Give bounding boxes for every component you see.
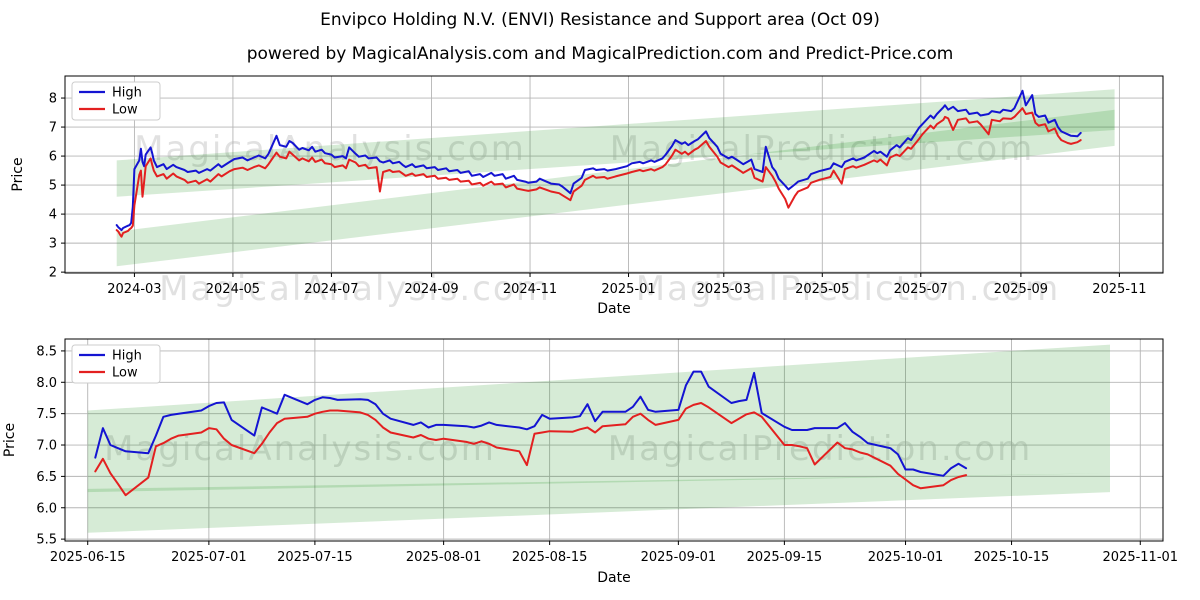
watermark-text: MagicalPrediction.com bbox=[610, 129, 1035, 169]
y-axis-label: Price bbox=[2, 423, 18, 457]
watermark-text: MagicalAnalysis.com bbox=[134, 129, 526, 169]
x-tick-label: 2025-09-01 bbox=[641, 550, 717, 565]
x-tick-label: 2025-06-15 bbox=[50, 550, 126, 565]
y-axis: 5.5 6.0 6.5 7.0 7.5 8.0 8.5 bbox=[36, 344, 65, 548]
bands bbox=[87, 344, 1110, 533]
x-axis: 2025-06-15 2025-07-01 2025-07-15 2025-08-01… bbox=[50, 541, 1178, 565]
y-tick-label: 6.0 bbox=[36, 501, 57, 516]
watermark-text: MagicalAnalysis.com bbox=[159, 269, 551, 309]
x-tick-label: 2025-08-15 bbox=[512, 550, 588, 565]
plot-border bbox=[64, 75, 1164, 274]
x-tick-label: 2024-11 bbox=[503, 282, 557, 297]
legend-high-label: High bbox=[112, 349, 142, 364]
top-chart: MagicalAnalysis.com MagicalPrediction.com… bbox=[10, 75, 1164, 317]
y-tick-label: 5 bbox=[49, 179, 57, 194]
y-tick-label: 6 bbox=[49, 150, 57, 165]
bottom-chart: MagicalAnalysis.com MagicalPrediction.com… bbox=[2, 338, 1178, 586]
legend: High Low bbox=[71, 344, 161, 384]
grid bbox=[65, 339, 1163, 541]
x-tick-label: 2024-07 bbox=[304, 282, 358, 297]
x-tick-label: 2025-07 bbox=[894, 282, 948, 297]
watermark-text: MagicalAnalysis.com bbox=[104, 429, 496, 469]
low-line bbox=[115, 107, 1082, 238]
x-tick-label: 2025-09 bbox=[994, 282, 1048, 297]
support-area-band bbox=[87, 473, 1110, 533]
x-tick-label: 2025-11 bbox=[1092, 282, 1146, 297]
y-tick-label: 8 bbox=[49, 92, 57, 107]
x-tick-label: 2025-10-01 bbox=[868, 550, 944, 565]
x-tick-label: 2025-07-01 bbox=[171, 550, 247, 565]
x-tick-label: 2025-09-15 bbox=[747, 550, 823, 565]
x-tick-label: 2024-05 bbox=[206, 282, 260, 297]
legend-low-label: Low bbox=[112, 103, 138, 118]
resistance-area-band bbox=[87, 344, 1110, 493]
high-line bbox=[94, 370, 968, 477]
x-tick-label: 2024-03 bbox=[107, 282, 161, 297]
support-area-band bbox=[116, 109, 1115, 267]
chart-subtitle: powered by MagicalAnalysis.com and Magic… bbox=[246, 44, 954, 64]
y-tick-label: 8.0 bbox=[36, 376, 57, 391]
x-tick-label: 2025-10-15 bbox=[974, 550, 1050, 565]
y-tick-label: 4 bbox=[49, 208, 57, 223]
x-tick-label: 2025-08-01 bbox=[406, 550, 482, 565]
y-tick-label: 3 bbox=[49, 237, 57, 252]
y-tick-label: 7.5 bbox=[36, 407, 57, 422]
x-axis-label: Date bbox=[597, 570, 630, 586]
series bbox=[94, 370, 968, 497]
resistance-area-band bbox=[116, 89, 1115, 197]
x-tick-label: 2025-03 bbox=[697, 282, 751, 297]
x-axis-label: Date bbox=[597, 301, 630, 317]
legend-high-label: High bbox=[112, 86, 142, 101]
watermark-text: MagicalPrediction.com bbox=[636, 269, 1061, 309]
x-tick-label: 2025-11-01 bbox=[1103, 550, 1179, 565]
y-axis-label: Price bbox=[10, 157, 26, 191]
y-axis: 2 3 4 5 6 7 8 bbox=[49, 92, 65, 281]
y-tick-label: 2 bbox=[49, 266, 57, 281]
x-tick-label: 2025-01 bbox=[601, 282, 655, 297]
legend: High Low bbox=[71, 81, 161, 121]
x-axis: 2024-03 2024-05 2024-07 2024-09 2024-11 2025-… bbox=[107, 273, 1147, 297]
y-tick-label: 8.5 bbox=[36, 344, 57, 359]
y-tick-label: 7.0 bbox=[36, 439, 57, 454]
plot-border bbox=[64, 338, 1164, 542]
legend-low-label: Low bbox=[112, 366, 138, 381]
y-tick-label: 6.5 bbox=[36, 470, 57, 485]
chart-title: Envipco Holding N.V. (ENVI) Resistance a… bbox=[320, 10, 880, 30]
series bbox=[115, 89, 1082, 238]
y-tick-label: 7 bbox=[49, 121, 57, 136]
bands bbox=[116, 89, 1115, 267]
x-tick-label: 2025-05 bbox=[795, 282, 849, 297]
x-tick-label: 2024-09 bbox=[404, 282, 458, 297]
x-tick-label: 2025-07-15 bbox=[277, 550, 353, 565]
high-line bbox=[115, 89, 1082, 232]
low-line bbox=[94, 402, 968, 497]
y-tick-label: 5.5 bbox=[36, 533, 57, 548]
